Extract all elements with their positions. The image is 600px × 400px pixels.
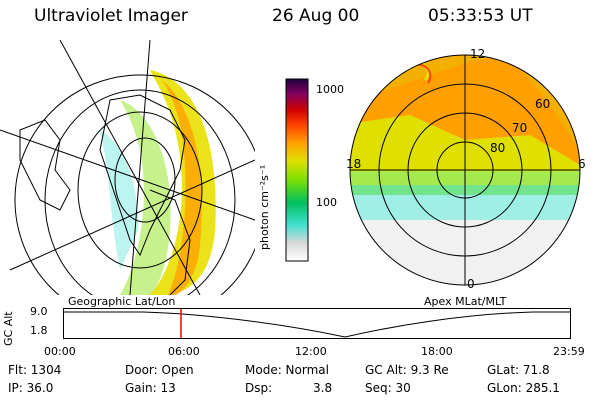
timeline-xtick-0000: 00:00 [44,345,76,358]
mlt-label-12: 12 [470,47,486,61]
mode-value: Mode: Normal [245,363,329,377]
image-date: 26 Aug 00 [272,6,360,26]
timeline-ytick-bottom: 1.8 [30,324,48,337]
dsp-label: Dsp: [245,381,273,395]
mlt-label-18: 18 [346,157,362,171]
colorbar-tick-100: 100 [316,196,337,209]
timeline-xtick-1800: 18:00 [421,345,453,358]
colorbar-unit-label: photon cm⁻²s⁻¹ [258,164,271,250]
altitude-timeline [63,308,571,339]
mlt-label-6: 6 [578,157,586,171]
dsp-value: 3.8 [313,381,333,395]
timeline-xtick-2359: 23:59 [553,345,585,358]
timeline-xtick-0600: 06:00 [168,345,200,358]
geographic-panel-label: Geographic Lat/Lon [68,295,176,308]
sequence-number: Seq: 30 [365,381,411,395]
apex-panel-label: Apex MLat/MLT [424,295,507,308]
mlt-label-0: 0 [467,277,475,291]
timeline-ylabel: GC Alt [2,311,15,346]
color-scale-bar [285,78,309,262]
mlat-label-60: 60 [535,97,551,111]
polar-mlat-mlt-plot [349,54,581,286]
flight-number: Flt: 1304 [8,363,62,377]
image-time: 05:33:53 UT [428,6,533,26]
timeline-xtick-1200: 12:00 [295,345,327,358]
colorbar-tick-1000: 1000 [316,83,344,96]
geographic-latitude: GLat: 71.8 [487,363,550,377]
geographic-image [0,40,255,295]
gc-altitude: GC Alt: 9.3 Re [365,363,449,377]
instrument-title: Ultraviolet Imager [34,6,188,26]
ip-value: IP: 36.0 [8,381,54,395]
geographic-longitude: GLon: 285.1 [487,381,560,395]
altitude-curve [64,311,570,338]
gain-value: Gain: 13 [125,381,176,395]
mlat-label-80: 80 [490,141,506,155]
mlat-label-70: 70 [512,121,528,135]
timeline-ytick-top: 9.0 [30,305,48,318]
door-status: Door: Open [125,363,194,377]
